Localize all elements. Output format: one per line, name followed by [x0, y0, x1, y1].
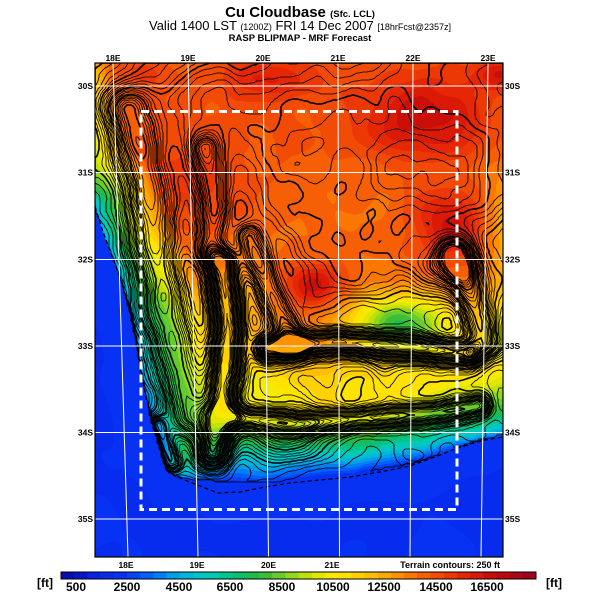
- svg-text:34S: 34S: [78, 428, 93, 438]
- svg-text:21E: 21E: [330, 53, 345, 63]
- svg-text:30S: 30S: [78, 81, 93, 91]
- svg-text:19E: 19E: [180, 53, 195, 63]
- svg-text:14500: 14500: [419, 580, 453, 594]
- svg-text:Valid 1400 LST (1200Z) FRI 14: Valid 1400 LST (1200Z) FRI 14 Dec 2007 […: [149, 18, 451, 33]
- svg-text:18E: 18E: [105, 53, 120, 63]
- svg-text:19E: 19E: [189, 560, 204, 570]
- svg-text:33S: 33S: [505, 341, 520, 351]
- svg-text:10500: 10500: [316, 580, 350, 594]
- svg-text:2500: 2500: [114, 580, 141, 594]
- svg-text:20E: 20E: [255, 53, 270, 63]
- svg-text:34S: 34S: [505, 428, 520, 438]
- svg-text:[ft]: [ft]: [37, 576, 53, 590]
- svg-text:500: 500: [66, 580, 86, 594]
- svg-text:30S: 30S: [505, 81, 520, 91]
- svg-text:21E: 21E: [324, 560, 339, 570]
- svg-text:RASP BLIPMAP - MRF Forecast: RASP BLIPMAP - MRF Forecast: [229, 33, 373, 44]
- svg-text:23E: 23E: [480, 53, 495, 63]
- svg-text:33S: 33S: [78, 341, 93, 351]
- svg-text:22E: 22E: [405, 53, 420, 63]
- svg-text:18E: 18E: [118, 560, 133, 570]
- svg-text:Cu Cloudbase (Sfc. LCL): Cu Cloudbase (Sfc. LCL): [225, 4, 375, 21]
- svg-text:4500: 4500: [166, 580, 193, 594]
- svg-text:35S: 35S: [505, 514, 520, 524]
- svg-text:[ft]: [ft]: [546, 576, 562, 590]
- svg-text:35S: 35S: [78, 514, 93, 524]
- svg-text:Terrain contours: 250 ft: Terrain contours: 250 ft: [400, 560, 500, 570]
- svg-text:12500: 12500: [367, 580, 401, 594]
- svg-text:8500: 8500: [269, 580, 296, 594]
- svg-text:6500: 6500: [217, 580, 244, 594]
- svg-text:32S: 32S: [78, 255, 93, 265]
- svg-text:32S: 32S: [505, 255, 520, 265]
- svg-text:31S: 31S: [78, 168, 93, 178]
- svg-text:20E: 20E: [261, 560, 276, 570]
- svg-text:16500: 16500: [470, 580, 504, 594]
- svg-text:31S: 31S: [505, 168, 520, 178]
